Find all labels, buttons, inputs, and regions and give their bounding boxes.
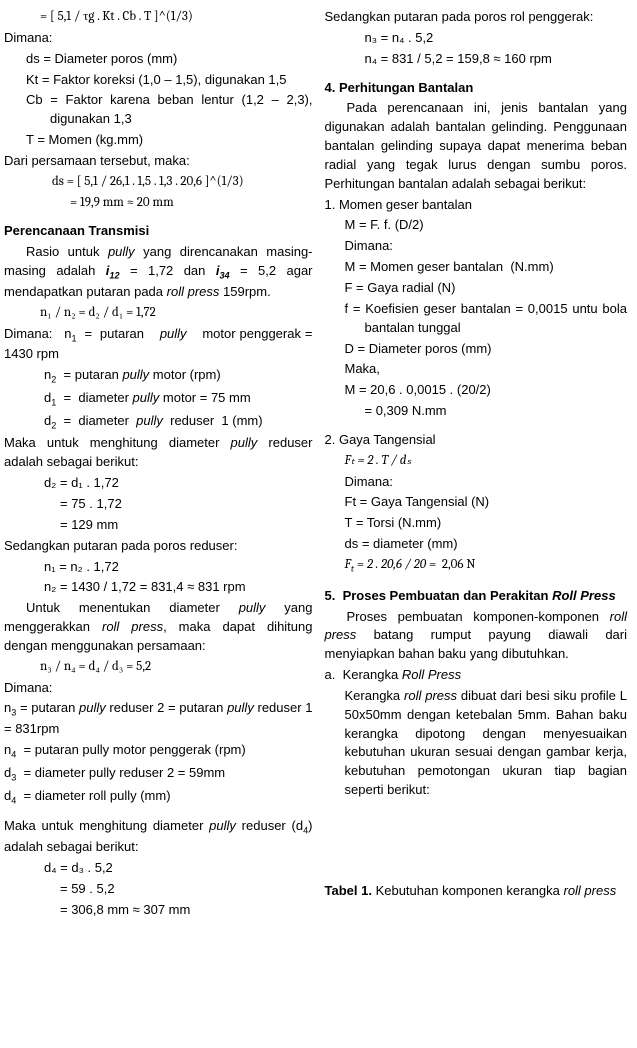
persamaan-label: Dari persamaan tersebut, maka: [4, 152, 313, 171]
item1-eq1: M = F. f. (D/2) [325, 216, 628, 235]
item2-ft: Ft = Gaya Tangensial (N) [325, 493, 628, 512]
right-column: Sedangkan putaran pada poros rol pengger… [319, 0, 637, 930]
calc-d2-2: = 75 . 1,72 [4, 495, 313, 514]
def-n2: n2 = putaran pully motor (rpm) [4, 366, 313, 387]
def-ds: ds = Diameter poros (mm) [4, 50, 313, 69]
item1-d: D = Diameter poros (mm) [325, 340, 628, 359]
section-transmisi: Perencanaan Transmisi [4, 222, 313, 241]
item-a-header: a. Kerangka Roll Press [325, 666, 628, 685]
item1-calc2: = 0,309 N.mm [325, 402, 628, 421]
item1-calc1: M = 20,6 . 0,0015 . (20/2) [325, 381, 628, 400]
para-penggerak: Sedangkan putaran pada poros rol pengger… [325, 8, 628, 27]
para-roll: Untuk menentukan diameter pully yang men… [4, 599, 313, 656]
calc-d4-2: = 59 . 5,2 [4, 880, 313, 899]
def-n4: n4 = putaran pully motor penggerak (rpm) [4, 741, 313, 762]
equation-ds-result: = 19,9 mm ≈ 20 mm [4, 194, 313, 213]
section-5: 5. Proses Pembuatan dan Perakitan Roll P… [325, 587, 628, 606]
calc-n3-1: n₃ = n₄ . 5,2 [325, 29, 628, 48]
item1-f-cap: F = Gaya radial (N) [325, 279, 628, 298]
item2-calc: Ft = 2 . 20,6 / 20 = 2,06 N [325, 556, 628, 577]
dimana-3: Dimana: [4, 679, 313, 698]
para-d4: Maka untuk menghitung diameter pully red… [4, 817, 313, 857]
def-d2: d2 = diameter pully reduser 1 (mm) [4, 412, 313, 433]
calc-d2-3: = 129 mm [4, 516, 313, 535]
item-a-para: Kerangka roll press dibuat dari besi sik… [325, 687, 628, 800]
def-n3: n3 = putaran pully reduser 2 = putaran p… [4, 699, 313, 739]
para-bantalan: Pada perencanaan ini, jenis bantalan yan… [325, 99, 628, 193]
item2-dimana: Dimana: [325, 473, 628, 492]
calc-d4-3: = 306,8 mm ≈ 307 mm [4, 901, 313, 920]
def-cb: Cb = Faktor karena beban lentur (1,2 – 2… [4, 91, 313, 129]
calc-n2: n₂ = 1430 / 1,72 = 831,4 ≈ 831 rpm [4, 578, 313, 597]
def-d1: d1 = diameter pully motor = 75 mm [4, 389, 313, 410]
def-d4: d4 = diameter roll pully (mm) [4, 787, 313, 808]
para-transmisi: Rasio untuk pully yang direncanakan masi… [4, 243, 313, 301]
tabel-1-caption: Tabel 1. Kebutuhan komponen kerangka rol… [325, 882, 628, 901]
section-4: 4. Perhitungan Bantalan [325, 79, 628, 98]
calc-d2-1: d₂ = d₁ . 1,72 [4, 474, 313, 493]
def-d3: d3 = diameter pully reduser 2 = 59mm [4, 764, 313, 785]
item1-header: 1. Momen geser bantalan [325, 196, 628, 215]
equation-ds: ds = [ 5,1 / 26,1 . 1,5 . 1,3 . 20,6 ]^(… [4, 173, 313, 192]
item1-f: f = Koefisien geser bantalan = 0,0015 un… [325, 300, 628, 338]
calc-n1: n₁ = n₂ . 1,72 [4, 558, 313, 577]
calc-d4-1: d₄ = d₃ . 5,2 [4, 859, 313, 878]
item2-ds: ds = diameter (mm) [325, 535, 628, 554]
para-putaran: Sedangkan putaran pada poros reduser: [4, 537, 313, 556]
dimana-2: Dimana: n1 = putaran pully motor pengger… [4, 325, 313, 365]
item1-maka: Maka, [325, 360, 628, 379]
def-t: T = Momen (kg.mm) [4, 131, 313, 150]
dimana-header-1: Dimana: [4, 29, 313, 48]
equation-top: = [ 5,1 / τg . Kt . Cb . T ]^(1/3) [4, 8, 313, 27]
para-reduser: Maka untuk menghitung diameter pully red… [4, 434, 313, 472]
equation-n1n2: n₁ / n₂ = d₂ / d₁ = 1,72 [4, 304, 313, 323]
left-column: = [ 5,1 / τg . Kt . Cb . T ]^(1/3) Diman… [0, 0, 319, 930]
item2-eq: Fₜ = 2 . T / dₛ [325, 452, 628, 471]
calc-n4-1: n₄ = 831 / 5,2 = 159,8 ≈ 160 rpm [325, 50, 628, 69]
para-5: Proses pembuatan komponen-komponen roll … [325, 608, 628, 665]
item1-m: M = Momen geser bantalan (N.mm) [325, 258, 628, 277]
item2-t: T = Torsi (N.mm) [325, 514, 628, 533]
equation-n3n4: n₃ / n₄ = d₄ / d₃ = 5,2 [4, 658, 313, 677]
item1-dimana: Dimana: [325, 237, 628, 256]
def-kt: Kt = Faktor koreksi (1,0 – 1,5), digunak… [4, 71, 313, 90]
item2-header: 2. Gaya Tangensial [325, 431, 628, 450]
